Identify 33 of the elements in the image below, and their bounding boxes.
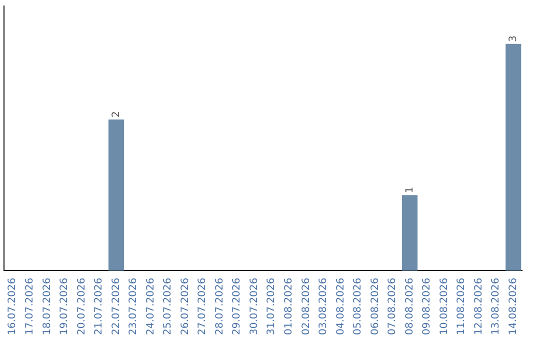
x-tick-label: 31.07.2026 (266, 278, 278, 336)
x-tick-label: 07.08.2026 (387, 278, 398, 336)
x-tick-label: 19.07.2026 (59, 278, 70, 336)
x-tick-label: 03.08.2026 (318, 278, 330, 336)
x-tick-label: 12.08.2026 (473, 278, 484, 336)
data-label: 1 (404, 186, 416, 194)
x-tick-label: 20.07.2026 (76, 278, 88, 336)
x-tick-label: 21.07.2026 (94, 278, 105, 336)
x-tick-label: 14.08.2026 (508, 278, 519, 336)
x-tick-label: 05.08.2026 (352, 278, 364, 336)
x-tick-label: 24.07.2026 (145, 278, 156, 336)
x-tick-label: 27.07.2026 (197, 278, 208, 336)
x-tick-label: 16.07.2026 (7, 278, 18, 336)
x-tick-label: 18.07.2026 (42, 278, 53, 336)
x-tick-label: 23.07.2026 (128, 278, 140, 336)
x-tick-label: 30.07.2026 (248, 278, 260, 336)
data-label: 2 (110, 111, 122, 118)
x-tick-label: 09.08.2026 (422, 278, 433, 336)
x-tick-label: 04.08.2026 (335, 278, 346, 336)
x-tick-label: 25.07.2026 (162, 278, 174, 336)
x-tick-label: 22.07.2026 (110, 278, 122, 336)
x-tick-label: 26.07.2026 (180, 278, 191, 336)
x-tick-label: 28.07.2026 (214, 278, 226, 336)
x-tick-label: 29.07.2026 (232, 278, 243, 336)
x-tick-label: 02.08.2026 (300, 278, 312, 336)
x-tick-label: 13.08.2026 (490, 278, 502, 336)
x-tick-label: 06.08.2026 (370, 278, 381, 336)
data-label: 3 (508, 35, 519, 42)
x-tick-label: 01.08.2026 (283, 278, 294, 336)
x-tick-label: 17.07.2026 (24, 278, 36, 336)
x-tick-label: 11.08.2026 (456, 278, 468, 336)
x-tick-label: 10.08.2026 (438, 278, 450, 336)
x-tick-label: 08.08.2026 (404, 278, 416, 336)
